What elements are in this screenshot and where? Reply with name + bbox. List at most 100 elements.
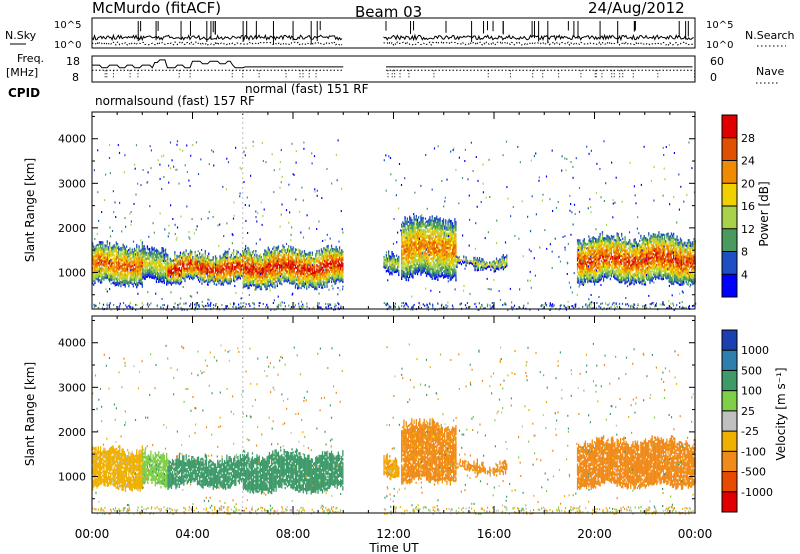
echo-cell [271, 268, 273, 271]
echo-cell [97, 276, 99, 279]
echo-cell [419, 239, 421, 242]
echo-cell [441, 266, 443, 269]
echo-cell [435, 225, 437, 228]
echo-cell [410, 245, 412, 248]
echo-cell [214, 257, 217, 260]
echo-cell [236, 254, 238, 257]
echo-cell [285, 259, 287, 263]
echo-cell [405, 274, 407, 278]
echo-cell [333, 280, 335, 283]
echo-cell [113, 274, 115, 277]
echo-cell [445, 271, 447, 274]
echo-cell [335, 255, 337, 259]
echo-cell [309, 271, 311, 274]
echo-cell [411, 247, 413, 250]
echo-cell [250, 276, 252, 279]
echo-cell [324, 273, 326, 276]
echo-cell [410, 261, 412, 264]
echo-cell [220, 269, 222, 272]
echo-cell [429, 248, 431, 251]
echo-cell [404, 242, 406, 245]
echo-cell [308, 277, 310, 281]
echo-cell [439, 267, 441, 270]
echo-cell [151, 264, 153, 267]
echo-cell [336, 272, 338, 275]
echo-cell [160, 271, 162, 275]
echo-cell [105, 252, 107, 256]
echo-cell [118, 278, 120, 281]
echo-cell [412, 274, 414, 277]
echo-cell [111, 248, 113, 252]
echo-cell [440, 254, 442, 258]
echo-cell [107, 274, 110, 277]
echo-cell [436, 215, 438, 218]
echo-cell [454, 232, 456, 235]
echo-cell [310, 264, 312, 268]
echo-cell [176, 266, 178, 269]
echo-cell [119, 258, 121, 261]
echo-cell [133, 263, 136, 267]
echo-cell [133, 271, 136, 275]
echo-cell [405, 256, 407, 259]
echo-cell [309, 265, 311, 268]
echo-cell [435, 235, 437, 238]
echo-cell [158, 264, 160, 267]
echo-cell [278, 254, 281, 257]
echo-cell [433, 217, 436, 220]
echo-cell [424, 271, 427, 274]
echo-cell [274, 262, 276, 265]
echo-cell [208, 262, 210, 265]
echo-cell [226, 269, 228, 272]
echo-cell [246, 270, 248, 273]
echo-cell [267, 278, 269, 281]
echo-cell [437, 234, 439, 237]
echo-cell [325, 260, 327, 264]
echo-cell [160, 267, 162, 271]
echo-cell [95, 245, 97, 248]
echo-cell [438, 260, 440, 263]
echo-cell [93, 261, 95, 264]
echo-cell [397, 267, 399, 270]
echo-cell [415, 222, 417, 226]
echo-cell [456, 263, 458, 267]
echo-cell [416, 262, 419, 266]
echo-cell [109, 241, 111, 245]
echo-cell [445, 259, 447, 262]
echo-cell [454, 264, 456, 267]
echo-cell [133, 255, 136, 259]
echo-cell [308, 273, 310, 277]
echo-cell [297, 265, 299, 268]
echo-cell [341, 263, 343, 266]
echo-cell [294, 282, 297, 285]
echo-cell [209, 275, 211, 278]
echo-cell [259, 261, 261, 265]
echo-cell [301, 284, 303, 287]
echo-cell [448, 218, 450, 221]
echo-cell [160, 269, 162, 273]
echo-cell [454, 248, 456, 251]
echo-cell [444, 227, 446, 230]
echo-cell [124, 263, 127, 266]
echo-cell [413, 215, 415, 218]
echo-cell [411, 253, 413, 256]
echo-cell [131, 268, 133, 271]
echo-cell [414, 270, 416, 273]
echo-cell [96, 273, 98, 277]
echo-cell [260, 284, 263, 287]
echo-cell [96, 263, 98, 267]
echo-cell [410, 263, 412, 266]
echo-cell [455, 229, 457, 232]
echo-cell [454, 266, 456, 269]
echo-cell [162, 279, 164, 282]
echo-cell [195, 258, 197, 261]
echo-cell [163, 261, 165, 265]
echo-cell [257, 267, 259, 271]
echo-cell [325, 275, 327, 278]
echo-cell [220, 259, 222, 262]
echo-cell [449, 248, 451, 251]
echo-cell [324, 283, 326, 286]
nsearch-label: N.Search [745, 29, 795, 42]
echo-cell [492, 260, 494, 263]
echo-cell [435, 237, 437, 240]
